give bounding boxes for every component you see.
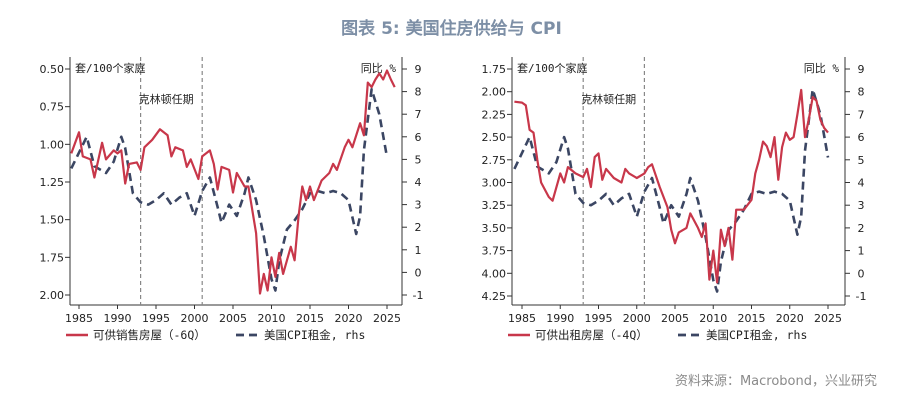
lhs-tick-label: 0.75 [40,101,65,114]
x-tick-label: 2020 [335,312,363,325]
lhs-tick-label: 3.75 [482,245,507,258]
rhs-tick-label: 1 [858,245,865,258]
x-tick-label: 2015 [738,312,766,325]
x-tick-label: 1990 [546,312,574,325]
rhs-tick-label: 8 [415,86,422,99]
series-line-cpi-rent [513,88,830,293]
rhs-tick-label: 6 [415,131,422,144]
x-tick-label: 2020 [776,312,804,325]
x-tick-label: 2000 [623,312,651,325]
x-tick-label: 1995 [142,312,170,325]
legend-label: 美国CPI租金, rhs [706,328,807,342]
chart-2: 1.75 2.00 2.25 2.50 2.75 3.00 3.25 3.50 3.75 4.00… [482,57,867,342]
rhs-tick-label: 0 [858,267,865,280]
rhs-tick-label: 5 [415,153,422,166]
x-tick-label: 2005 [219,312,247,325]
lhs-tick-label: 0.50 [40,63,65,76]
x-tick-label: 1990 [104,312,132,325]
rhs-tick-label: 2 [858,222,865,235]
rhs-tick-label: 9 [858,63,865,76]
rhs-tick-label: 1 [415,244,422,257]
rhs-tick-label: 4 [415,176,422,189]
rhs-tick-label: 4 [858,177,865,190]
source-note: 资料来源：Macrobond，兴业研究 [674,374,877,389]
rhs-unit-label: 同比 % [804,62,840,75]
annotation-label: 克林顿任期 [139,92,194,106]
lhs-tick-label: 1.50 [40,214,65,227]
lhs-tick-label: 3.25 [482,199,507,212]
rhs-tick-label: 3 [415,199,422,212]
lhs-tick-label: 4.00 [482,267,507,280]
x-tick-label: 2010 [699,312,727,325]
legend-label: 可供销售房屋（-6Q） [93,328,206,342]
rhs-tick-label: -1 [413,289,424,302]
annotation-label: 克林顿任期 [581,92,636,106]
x-tick-label: 2025 [814,312,842,325]
rhs-tick-label: -1 [856,290,867,303]
chart-1: 0.50 0.75 1.00 1.25 1.50 1.75 2.00 9 8 7 6 5 4 3 2 1 0 -1… [40,57,424,342]
rhs-tick-label: 7 [858,108,865,121]
rhs-tick-label: 2 [415,221,422,234]
series-line-housing-supply [70,69,396,295]
lhs-tick-label: 3.50 [482,222,507,235]
lhs-tick-label: 2.00 [40,289,65,302]
lhs-tick-label: 2.50 [482,131,507,144]
lhs-tick-label: 1.75 [482,63,507,76]
legend-label: 美国CPI租金, rhs [264,328,365,342]
lhs-tick-label: 3.00 [482,177,507,190]
rhs-tick-label: 5 [858,154,865,167]
x-tick-label: 2005 [661,312,689,325]
rhs-tick-label: 3 [858,199,865,212]
rhs-tick-label: 6 [858,131,865,144]
x-tick-label: 2015 [296,312,324,325]
series-line-housing-supply [514,88,829,284]
lhs-unit-label: 套/100个家庭 [517,61,588,75]
lhs-tick-label: 1.25 [40,176,65,189]
x-tick-label: 2025 [373,312,401,325]
x-tick-label: 1985 [508,312,536,325]
rhs-tick-label: 0 [415,266,422,279]
lhs-tick-label: 2.75 [482,154,507,167]
x-tick-label: 2000 [181,312,209,325]
lhs-tick-label: 1.00 [40,138,65,151]
rhs-tick-label: 9 [415,63,422,76]
series-line-cpi-rent [70,88,389,292]
lhs-tick-label: 1.75 [40,251,65,264]
figure-title: 图表 5: 美国住房供给与 CPI [341,19,562,39]
lhs-tick-label: 2.00 [482,86,507,99]
lhs-unit-label: 套/100个家庭 [75,61,146,75]
rhs-tick-label: 8 [858,86,865,99]
x-tick-label: 2010 [258,312,286,325]
rhs-tick-label: 7 [415,108,422,121]
x-tick-label: 1995 [585,312,613,325]
x-tick-label: 1985 [65,312,93,325]
legend-label: 可供出租房屋（-4Q） [535,328,648,342]
lhs-tick-label: 2.25 [482,108,507,121]
lhs-tick-label: 4.25 [482,290,507,303]
